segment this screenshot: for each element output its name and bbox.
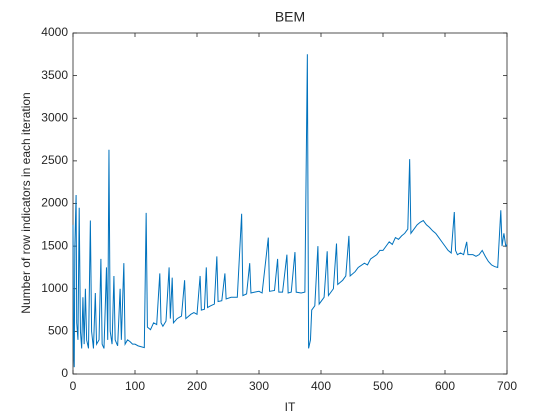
y-tick-label: 4000 [41, 25, 68, 39]
y-tick-label: 3000 [41, 110, 68, 124]
y-tick-label: 3500 [41, 68, 68, 82]
y-axis-label: Number of row indicators in each iterati… [19, 92, 33, 313]
x-tick-label: 600 [435, 379, 455, 393]
y-tick-label: 2000 [41, 196, 68, 210]
x-tick-label: 500 [373, 379, 393, 393]
x-tick-label: 100 [125, 379, 145, 393]
x-tick-label: 200 [187, 379, 207, 393]
y-tick-label: 2500 [41, 153, 68, 167]
x-tick-label: 400 [311, 379, 331, 393]
chart-title: BEM [275, 9, 305, 25]
y-tick-label: 1500 [41, 238, 68, 252]
y-tick-label: 1000 [41, 281, 68, 295]
x-tick-label: 0 [70, 379, 77, 393]
line [72, 54, 508, 368]
y-tick-label: 0 [61, 366, 68, 380]
x-tick-label: 700 [497, 379, 517, 393]
x-axis-label: IT [285, 400, 296, 414]
x-tick-label: 300 [249, 379, 269, 393]
y-tick-label: 500 [48, 324, 68, 338]
